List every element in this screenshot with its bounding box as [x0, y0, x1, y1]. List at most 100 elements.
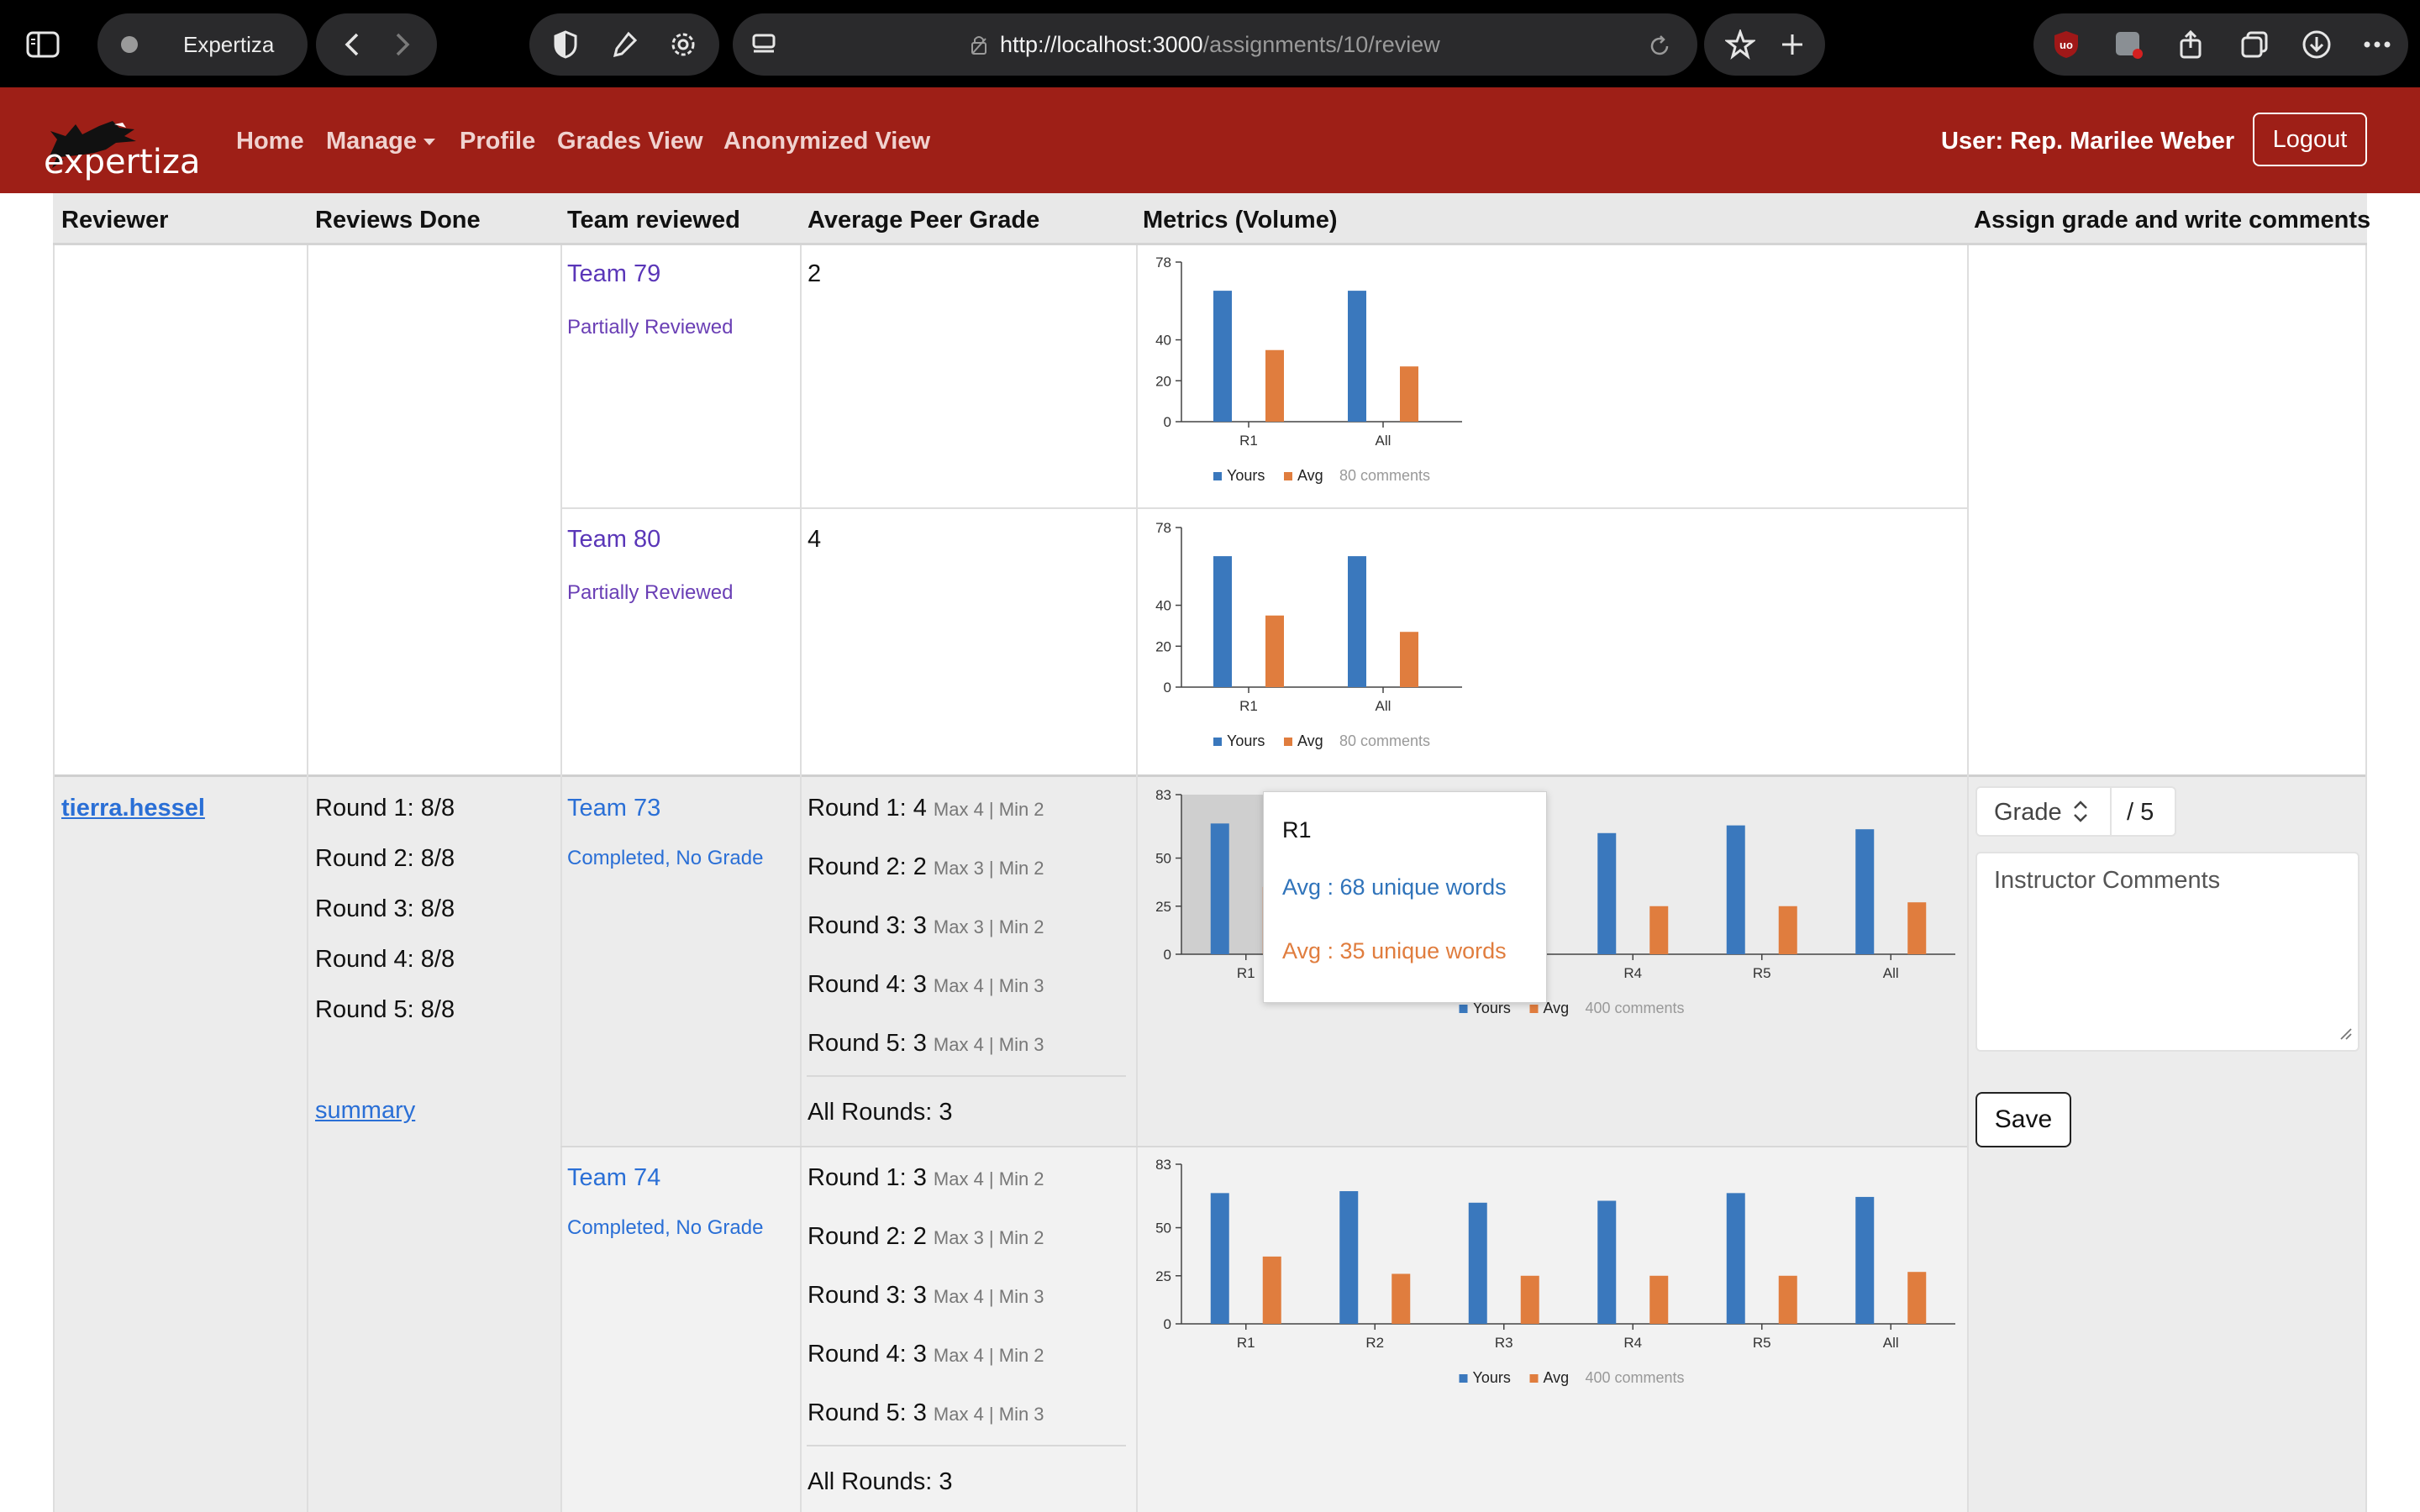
legend-avg-label: Avg	[1297, 732, 1323, 749]
legend-comments-count: 80 comments	[1339, 467, 1430, 484]
forward-icon[interactable]	[383, 25, 422, 64]
gear-icon[interactable]	[664, 25, 702, 64]
logout-button[interactable]: Logout	[2253, 113, 2367, 166]
metrics-chart-team-80: 0 20 40 78 R1 All Yours Avg 80 comments	[1155, 520, 1462, 749]
team-74-round-5: Round 5: 3 Max 4 | Min 3	[808, 1399, 1044, 1426]
legend-yours-swatch	[1459, 1005, 1468, 1013]
legend-yours-swatch	[1459, 1374, 1468, 1383]
legend-yours-label: Yours	[1473, 1369, 1511, 1386]
team-74-link[interactable]: Team 74	[567, 1164, 661, 1191]
summary-link[interactable]: summary	[315, 1097, 416, 1124]
table-header-row	[53, 193, 2367, 245]
chart-tooltip: R1 Avg : 68 unique words Avg : 35 unique…	[1263, 791, 1547, 1003]
grade-input-group: Grade / 5	[1975, 786, 2176, 837]
app-navbar: expertiza Home Manage Profile Grades Vie…	[0, 87, 2420, 193]
y-tick-label: 0	[1164, 947, 1171, 963]
instructor-comments-textarea[interactable]: Instructor Comments	[1975, 852, 2360, 1052]
col-border	[2365, 245, 2367, 1512]
col-border	[53, 245, 55, 1512]
reload-icon[interactable]	[1640, 27, 1679, 66]
address-bar[interactable]: http://localhost:3000/assignments/10/rev…	[733, 13, 1697, 76]
team-73-round-5: Round 5: 3 Max 4 | Min 3	[808, 1030, 1044, 1057]
bar-yours	[1213, 291, 1232, 422]
legend-avg-swatch	[1284, 472, 1292, 480]
bar-avg	[1907, 1272, 1927, 1324]
bar-avg	[1400, 366, 1418, 422]
team-79-avg-grade: 2	[808, 260, 822, 287]
ublock-icon[interactable]: uo	[2047, 25, 2086, 64]
bar-avg	[1265, 615, 1284, 687]
x-tick-label: All	[1883, 965, 1899, 981]
nav-anonymized-view-link[interactable]: Anonymized View	[723, 128, 931, 155]
bar-yours	[1348, 556, 1366, 687]
page-menu-icon[interactable]	[744, 25, 783, 64]
expertiza-logo[interactable]: expertiza	[32, 106, 200, 181]
tab-dot-icon	[121, 36, 138, 53]
team-74-all-rounds: All Rounds: 3	[808, 1468, 953, 1495]
team-79-link[interactable]: Team 79	[567, 260, 661, 287]
download-icon[interactable]	[2297, 25, 2336, 64]
plus-icon[interactable]	[1773, 25, 1812, 64]
grade-select-label: Grade	[1994, 799, 2062, 826]
tab-group-pill[interactable]: Expertiza	[97, 13, 308, 76]
reviewer-link[interactable]: tierra.hessel	[61, 795, 205, 822]
nav-grades-view-link[interactable]: Grades View	[557, 128, 703, 155]
y-tick-label: 20	[1155, 638, 1171, 654]
lock-icon	[966, 32, 992, 57]
nav-manage-dropdown[interactable]: Manage	[326, 128, 435, 155]
team-74-round-4: Round 4: 3 Max 4 | Min 2	[808, 1341, 1044, 1368]
bar-avg	[1262, 1256, 1281, 1324]
team-80-status: Partially Reviewed	[567, 581, 734, 604]
reviews-done-round-2: Round 2: 8/8	[315, 845, 455, 872]
bar-yours	[1855, 829, 1875, 954]
extension-badge-icon[interactable]	[2109, 25, 2148, 64]
extensions-pill	[529, 13, 719, 76]
shield-icon[interactable]	[546, 25, 585, 64]
metrics-chart-team-74: 0 25 50 83 R1 R2 R3 R4 R5 All Yours Avg 400 comments	[1155, 1157, 1955, 1386]
header-assign-grade: Assign grade and write comments	[1974, 207, 2371, 234]
x-tick-label: R2	[1365, 1335, 1384, 1351]
bar-avg	[1520, 1275, 1539, 1324]
metrics-chart-team-79: 0 20 40 78 R1 All Yours Avg 80 comments	[1155, 255, 1462, 484]
star-icon[interactable]	[1721, 25, 1760, 64]
header-average-peer-grade: Average Peer Grade	[808, 207, 1040, 234]
bookmark-pill	[1704, 13, 1825, 76]
col-border	[800, 245, 802, 1512]
sidebar-toggle-icon[interactable]	[17, 18, 69, 71]
team-73-round-4: Round 4: 3 Max 4 | Min 3	[808, 971, 1044, 998]
team-79-status: Partially Reviewed	[567, 316, 734, 339]
y-tick-label: 0	[1164, 1316, 1171, 1332]
team-73-round-1: Round 1: 4 Max 4 | Min 2	[808, 795, 1044, 822]
bar-yours	[1726, 825, 1745, 954]
y-tick-label: 40	[1155, 598, 1171, 614]
y-tick-label: 83	[1155, 1157, 1171, 1173]
grade-select[interactable]: Grade	[1977, 788, 2112, 835]
x-tick-label: All	[1376, 698, 1392, 714]
nav-buttons-pill	[316, 13, 437, 76]
x-tick-label: R1	[1239, 433, 1258, 449]
team-80-link[interactable]: Team 80	[567, 526, 661, 553]
team-73-link[interactable]: Team 73	[567, 795, 661, 822]
y-tick-label: 40	[1155, 333, 1171, 349]
grade-max-label: / 5	[2127, 799, 2154, 826]
bar-yours	[1348, 291, 1366, 422]
eyedropper-icon[interactable]	[605, 25, 644, 64]
tooltip-yours-line: Avg : 68 unique words	[1282, 874, 1507, 900]
tabs-overview-icon[interactable]	[2235, 25, 2274, 64]
back-icon[interactable]	[333, 25, 371, 64]
x-tick-label: R4	[1623, 965, 1642, 981]
y-tick-label: 50	[1155, 851, 1171, 867]
more-icon[interactable]	[2358, 25, 2396, 64]
nav-profile-link[interactable]: Profile	[460, 128, 536, 155]
share-icon[interactable]	[2171, 25, 2210, 64]
bar-yours	[1339, 1191, 1359, 1324]
y-tick-label: 78	[1155, 255, 1171, 270]
legend-avg-swatch	[1529, 1374, 1539, 1383]
nav-manage-label: Manage	[326, 128, 417, 155]
nav-home-link[interactable]: Home	[236, 128, 304, 155]
save-button[interactable]: Save	[1975, 1092, 2071, 1147]
resize-handle-icon[interactable]	[2338, 1026, 2353, 1045]
team-80-avg-grade: 4	[808, 526, 822, 553]
updown-chevron-icon	[2071, 798, 2090, 829]
